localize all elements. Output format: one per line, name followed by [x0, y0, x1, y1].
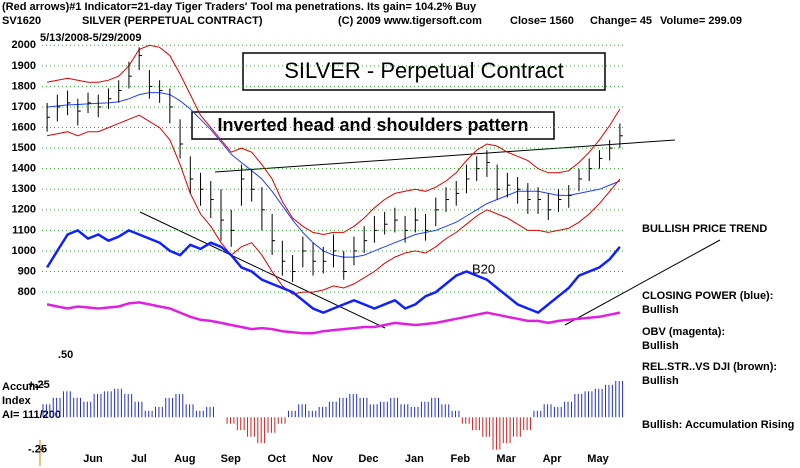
- b20-label: B20: [472, 261, 495, 276]
- rel-tick: .50: [58, 349, 73, 361]
- y-tick-label: +.25: [28, 379, 50, 391]
- x-tick-label: Sep: [221, 453, 241, 465]
- accum-note: Bullish: Accumulation Rising: [642, 419, 794, 431]
- close: Close= 1560: [510, 15, 574, 27]
- y-tick-label: 2000: [12, 39, 36, 51]
- date-range: 5/13/2008-5/29/2009: [40, 32, 142, 44]
- x-tick-label: May: [587, 453, 609, 465]
- y-tick-label: 900: [18, 265, 36, 277]
- y-tick-label: 1700: [12, 101, 36, 113]
- legend-entry: CLOSING POWER (blue):: [642, 290, 773, 302]
- obv-status: Bullish: [642, 340, 679, 352]
- x-tick-label: Nov: [312, 453, 334, 465]
- symbol: SV1620: [2, 15, 41, 27]
- y-tick-label: 1300: [12, 183, 36, 195]
- neckline: [214, 139, 676, 173]
- moving-average: [46, 114, 621, 295]
- title: SILVER - Perpetual Contract: [284, 58, 564, 83]
- y-tick-label: 1800: [12, 80, 36, 92]
- y-tick-label: 1900: [12, 60, 36, 72]
- y-tick-label: -.25: [28, 444, 47, 456]
- rel-status: Bullish: [642, 375, 679, 387]
- y-tick-label: 800: [18, 286, 36, 298]
- title-box: [242, 52, 606, 91]
- indicator-line: [46, 301, 621, 335]
- trendline: [564, 239, 721, 326]
- accum-subtitle: Index: [2, 395, 32, 407]
- x-tick-label: Apr: [543, 453, 563, 465]
- accum-title: Accum: [2, 381, 39, 393]
- x-tick-label: Aug: [174, 453, 195, 465]
- x-tick-label: Jun: [83, 453, 103, 465]
- trend-note: BULLISH PRICE TREND: [642, 223, 767, 235]
- rel-note: REL.STR..VS DJI (brown):: [642, 361, 777, 373]
- pattern-label: Inverted head and shoulders pattern: [217, 115, 528, 135]
- trendline: [139, 211, 386, 329]
- instrument: SILVER (PERPETUAL CONTRACT): [82, 15, 263, 27]
- y-tick-label: 1400: [12, 163, 36, 175]
- y-tick-label: 1200: [12, 204, 36, 216]
- legend-entry: OBV (magenta):: [642, 326, 725, 338]
- pattern-box: [191, 111, 555, 140]
- header-line: (Red arrows)#1 Indicator=21-day Tiger Tr…: [2, 1, 477, 13]
- cp-status: Bullish: [642, 304, 679, 316]
- copyright: (C) 2009 www.tigersoft.com: [338, 15, 482, 27]
- y-tick-label: 1500: [12, 142, 36, 154]
- y-tick-label: 1000: [12, 245, 36, 257]
- x-tick-label: Feb: [450, 453, 470, 465]
- accum-label: AI= 111/200: [2, 409, 61, 421]
- change: Change= 45: [590, 15, 652, 27]
- x-tick-label: Jul: [131, 453, 147, 465]
- indicator-line: [46, 228, 621, 315]
- moving-average: [46, 44, 621, 236]
- y-tick-label: 1600: [12, 121, 36, 133]
- y-tick-label: 1100: [12, 224, 36, 236]
- volume: Volume= 299.09: [660, 15, 742, 27]
- x-tick-label: Oct: [267, 453, 286, 465]
- x-tick-label: Dec: [358, 453, 378, 465]
- x-tick-label: Jan: [405, 453, 424, 465]
- x-tick-label: Mar: [496, 453, 516, 465]
